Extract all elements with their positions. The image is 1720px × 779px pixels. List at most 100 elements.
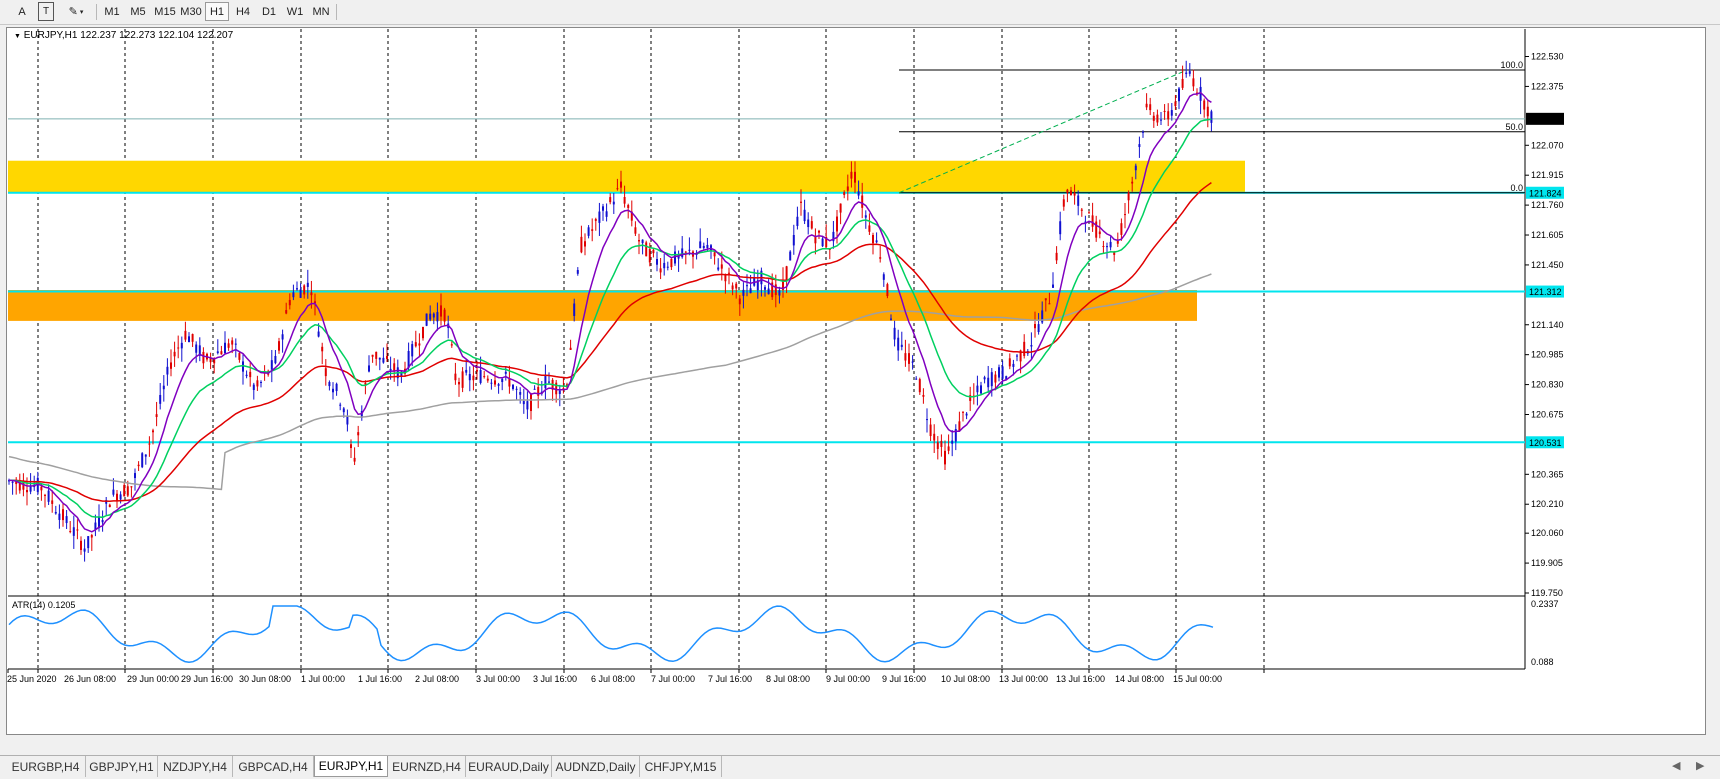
candle-body bbox=[983, 377, 986, 380]
timeframe-button-m15[interactable]: M15 bbox=[154, 5, 176, 18]
candle-body bbox=[1124, 214, 1126, 216]
candle-body bbox=[213, 358, 216, 364]
chart-tab-eurnzd-h4[interactable]: EURNZD,H4 bbox=[388, 756, 466, 777]
candle-body bbox=[1188, 71, 1191, 74]
chart-tab-nzdjpy-h4[interactable]: NZDJPY,H4 bbox=[158, 756, 233, 777]
candle-body bbox=[141, 453, 144, 468]
candle-body bbox=[123, 485, 126, 497]
candle-body bbox=[854, 171, 856, 183]
symbol-ohlc-text: EURJPY,H1 122.237 122.273 122.104 122.20… bbox=[23, 30, 234, 41]
candle-body bbox=[479, 370, 482, 383]
candle-body bbox=[792, 234, 795, 246]
candle-body bbox=[314, 301, 316, 304]
candle-body bbox=[1196, 92, 1198, 94]
candle-body bbox=[1055, 252, 1058, 261]
candle-body bbox=[771, 282, 774, 298]
candle-body bbox=[584, 241, 586, 247]
candle-body bbox=[209, 358, 212, 363]
candle-body bbox=[846, 186, 849, 191]
timeframe-button-m5[interactable]: M5 bbox=[130, 5, 146, 18]
candle-body bbox=[1163, 110, 1166, 112]
candle-body bbox=[353, 457, 356, 462]
timeframe-button-m1[interactable]: M1 bbox=[104, 5, 120, 18]
candle-body bbox=[422, 326, 424, 339]
chart-tab-chfjpy-m15[interactable]: CHFJPY,M15 bbox=[640, 756, 722, 777]
candle-body bbox=[756, 280, 759, 291]
candle-body bbox=[328, 382, 331, 387]
candle-body bbox=[281, 334, 284, 340]
time-tick-label: 25 Jun 2020 bbox=[7, 674, 57, 684]
candle-body bbox=[1160, 119, 1162, 121]
price-tick-label: 120.985 bbox=[1531, 350, 1564, 360]
candle-body bbox=[990, 372, 993, 387]
timeframe-button-d1[interactable]: D1 bbox=[261, 5, 277, 18]
candle-body bbox=[76, 529, 79, 531]
candle-body bbox=[249, 371, 252, 378]
price-tag-label: 120.531 bbox=[1529, 438, 1562, 448]
candle-body bbox=[965, 413, 968, 416]
candle-body bbox=[1199, 86, 1202, 101]
candle-body bbox=[843, 192, 846, 195]
chart-tab-gbpjpy-h1[interactable]: GBPJPY,H1 bbox=[86, 756, 158, 777]
chart-tab-gbpcad-h4[interactable]: GBPCAD,H4 bbox=[233, 756, 314, 777]
candle-body bbox=[393, 363, 396, 372]
candle-body bbox=[29, 486, 32, 492]
chart-tab-eurjpy-h1[interactable]: EURJPY,H1 bbox=[314, 756, 388, 777]
price-tick-label: 121.140 bbox=[1531, 320, 1564, 330]
candle-body bbox=[69, 531, 72, 533]
chart-tab-audnzd-daily[interactable]: AUDNZD,Daily bbox=[552, 756, 640, 777]
candle-body bbox=[580, 236, 583, 253]
candle-body bbox=[1080, 209, 1083, 211]
candle-body bbox=[998, 367, 1000, 378]
candle-body bbox=[202, 351, 205, 364]
candle-body bbox=[504, 371, 507, 374]
timeframe-button-h4[interactable]: H4 bbox=[235, 5, 251, 18]
shapes-dropdown-button[interactable]: ✎ ▾ bbox=[62, 2, 90, 21]
chart-tab-euraud-daily[interactable]: EURAUD,Daily bbox=[466, 756, 552, 777]
ema-slow-line bbox=[9, 181, 1212, 503]
candle-body bbox=[54, 511, 57, 514]
timeframe-button-w1[interactable]: W1 bbox=[286, 5, 304, 18]
candle-body bbox=[1210, 111, 1213, 123]
triangle-down-icon: ▼ bbox=[14, 33, 21, 40]
candle-body bbox=[569, 347, 572, 350]
candle-body bbox=[342, 408, 345, 413]
toolbar: A T ✎ ▾ M1 M5 M15 M30 H1 H4 D1 W1 MN bbox=[0, 0, 1720, 25]
candle-body bbox=[548, 381, 550, 383]
atr-label: ATR(14) 0.1205 bbox=[12, 600, 75, 610]
candle-body bbox=[1037, 324, 1040, 333]
price-tick-label: 122.530 bbox=[1531, 52, 1564, 62]
candle-body bbox=[1178, 88, 1180, 102]
candle-body bbox=[944, 450, 946, 465]
candle-body bbox=[1142, 131, 1144, 133]
candle-body bbox=[1134, 165, 1137, 171]
time-tick-label: 7 Jul 16:00 bbox=[708, 674, 752, 684]
candle-body bbox=[170, 362, 172, 369]
price-tick-label: 119.905 bbox=[1531, 558, 1563, 568]
candle-body bbox=[969, 395, 972, 401]
candle-body bbox=[605, 211, 608, 217]
chart-window[interactable]: 100.0 50.0 0.0 122.530 122.375 122.070 121.915… bbox=[6, 27, 1706, 735]
text-label-tool-button[interactable]: T bbox=[38, 2, 54, 21]
candle-body bbox=[252, 384, 255, 391]
candle-body bbox=[839, 203, 842, 213]
shapes-icon: ✎ bbox=[68, 6, 78, 18]
time-tick-label: 1 Jul 00:00 bbox=[301, 674, 345, 684]
timeframe-button-h1[interactable]: H1 bbox=[205, 2, 229, 21]
text-tool-button[interactable]: A bbox=[18, 5, 26, 18]
candle-body bbox=[1167, 111, 1170, 120]
candle-body bbox=[108, 504, 111, 508]
candle-body bbox=[702, 245, 705, 249]
candle-body bbox=[1023, 341, 1026, 356]
price-chart[interactable]: 100.0 50.0 0.0 122.530 122.375 122.070 121.915… bbox=[7, 28, 1705, 734]
price-tag-label: 122.207 bbox=[1529, 114, 1562, 124]
candle-body bbox=[1106, 246, 1108, 248]
scroll-right-icon[interactable]: ▶ bbox=[1696, 760, 1705, 772]
timeframe-button-mn[interactable]: MN bbox=[312, 5, 330, 18]
scroll-left-icon[interactable]: ◀ bbox=[1672, 760, 1681, 772]
chart-tab-eurgbp-h4[interactable]: EURGBP,H4 bbox=[6, 756, 86, 777]
timeframe-button-m30[interactable]: M30 bbox=[180, 5, 202, 18]
chart-tabs-bar: EURGBP,H4 GBPJPY,H1 NZDJPY,H4 GBPCAD,H4 EURJ… bbox=[0, 755, 1720, 779]
fibonacci-level-label: 100.0 bbox=[1500, 60, 1523, 70]
candle-body bbox=[418, 343, 421, 346]
